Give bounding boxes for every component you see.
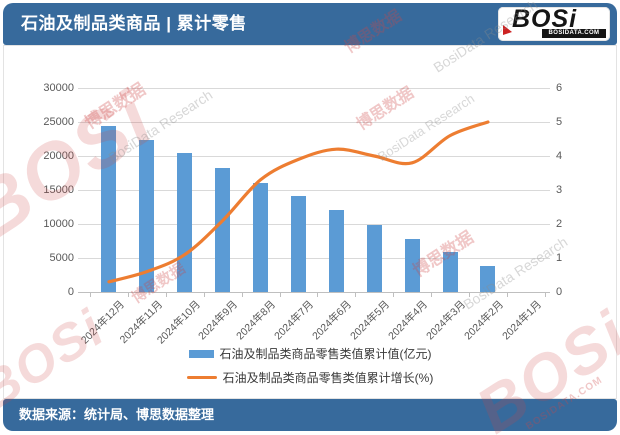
legend: 石油及制品类商品零售类值累计值(亿元) 石油及制品类商品零售类值累计增长(%) <box>0 345 620 386</box>
bar <box>290 196 306 292</box>
gridline <box>78 291 550 293</box>
legend-item: 石油及制品类商品零售类值累计值(亿元) <box>188 345 432 362</box>
logo-wordmark: BOSi <box>512 5 578 33</box>
bar <box>442 251 458 292</box>
gridline <box>78 87 550 89</box>
bar <box>404 238 420 292</box>
x-axis-tick <box>469 292 470 297</box>
bar <box>177 152 193 292</box>
y-axis-label-right: 2 <box>556 217 563 230</box>
x-axis-tick <box>544 292 546 297</box>
y-axis-label-right: 5 <box>556 115 563 128</box>
bar <box>101 126 117 292</box>
bar <box>480 266 496 292</box>
bar <box>253 182 269 292</box>
logo-triangle-icon <box>503 25 512 35</box>
legend-bar-swatch-icon <box>188 349 214 358</box>
x-axis-tick <box>127 292 129 297</box>
y-axis-label-left: 20000 <box>43 149 74 162</box>
legend-label: 石油及制品类商品零售类值累计增长(%) <box>222 371 434 385</box>
x-axis-tick <box>203 292 205 297</box>
chart-title: 石油及制品类商品 | 累计零售 <box>21 14 247 33</box>
footer-bar: 数据来源：统计局、博思数据整理 <box>3 399 617 431</box>
y-axis-label-left: 10000 <box>43 217 74 230</box>
bar <box>215 167 231 292</box>
y-axis-label-right: 4 <box>556 149 563 162</box>
bar <box>366 224 382 292</box>
y-axis-label-left: 15000 <box>43 183 74 196</box>
gridline <box>78 121 550 123</box>
y-axis-label-left: 0 <box>67 285 74 298</box>
x-axis-tick <box>355 292 357 297</box>
y-axis-label-left: 25000 <box>43 115 74 128</box>
x-axis-tick <box>431 292 433 297</box>
y-axis-label-right: 1 <box>556 251 563 264</box>
y-axis-label-right: 0 <box>556 285 563 298</box>
x-axis-tick <box>90 292 91 297</box>
x-axis-tick <box>393 292 395 297</box>
x-axis-tick <box>317 292 319 297</box>
legend-line-swatch-icon <box>186 375 217 380</box>
y-axis-label-left: 30000 <box>43 81 74 94</box>
data-source-note: 数据来源：统计局、博思数据整理 <box>19 407 215 422</box>
y-axis-label-right: 3 <box>556 183 563 196</box>
bosi-logo: BOSi BOSIDATA.COM <box>498 5 610 41</box>
x-axis-tick <box>506 292 508 297</box>
y-axis-label-right: 6 <box>556 81 563 94</box>
logo-domain: BOSIDATA.COM <box>542 29 606 38</box>
bar <box>139 140 155 292</box>
x-axis-tick <box>165 292 167 297</box>
x-axis-tick <box>241 292 243 297</box>
header-bar: 石油及制品类商品 | 累计零售 BOSi BOSIDATA.COM <box>3 3 617 45</box>
x-axis-tick <box>279 292 281 297</box>
legend-label: 石油及制品类商品零售类值累计值(亿元) <box>219 347 432 361</box>
legend-item: 石油及制品类商品零售类值累计增长(%) <box>186 369 434 386</box>
bar <box>328 210 344 292</box>
y-axis-label-left: 5000 <box>49 251 74 264</box>
